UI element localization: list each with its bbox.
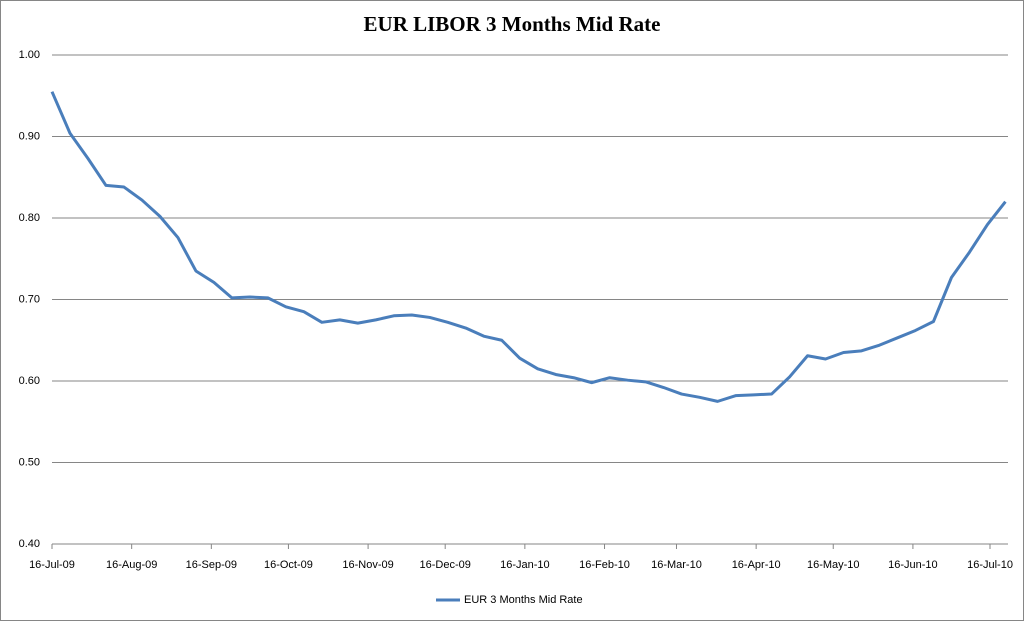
y-tick-label: 0.60 bbox=[19, 375, 40, 387]
x-tick-label: 16-Nov-09 bbox=[342, 559, 393, 571]
x-tick-label: 16-Mar-10 bbox=[651, 559, 702, 571]
line-series bbox=[50, 91, 1007, 403]
y-tick-label: 0.40 bbox=[19, 538, 40, 550]
y-tick-label: 0.90 bbox=[19, 130, 40, 142]
x-tick-label: 16-Feb-10 bbox=[579, 559, 630, 571]
x-tick-label: 16-Aug-09 bbox=[106, 559, 157, 571]
x-tick-label: 16-Jul-10 bbox=[967, 559, 1013, 571]
legend-label: EUR 3 Months Mid Rate bbox=[464, 594, 583, 606]
x-tick-label: 16-Oct-09 bbox=[264, 559, 313, 571]
x-tick-label: 16-Apr-10 bbox=[732, 559, 781, 571]
x-tick-label: 16-May-10 bbox=[807, 559, 860, 571]
x-tick-label: 16-Sep-09 bbox=[186, 559, 237, 571]
x-tick-label: 16-Jul-09 bbox=[29, 559, 75, 571]
y-tick-label: 0.70 bbox=[19, 293, 40, 305]
x-tick-label: 16-Jan-10 bbox=[500, 559, 550, 571]
x-tick-label: 16-Jun-10 bbox=[888, 559, 938, 571]
y-tick-label: 0.80 bbox=[19, 212, 40, 224]
x-tick-label: 16-Dec-09 bbox=[420, 559, 471, 571]
y-tick-label: 0.50 bbox=[19, 456, 40, 468]
y-tick-label: 1.00 bbox=[19, 49, 40, 61]
chart-title: EUR LIBOR 3 Months Mid Rate bbox=[364, 12, 661, 36]
